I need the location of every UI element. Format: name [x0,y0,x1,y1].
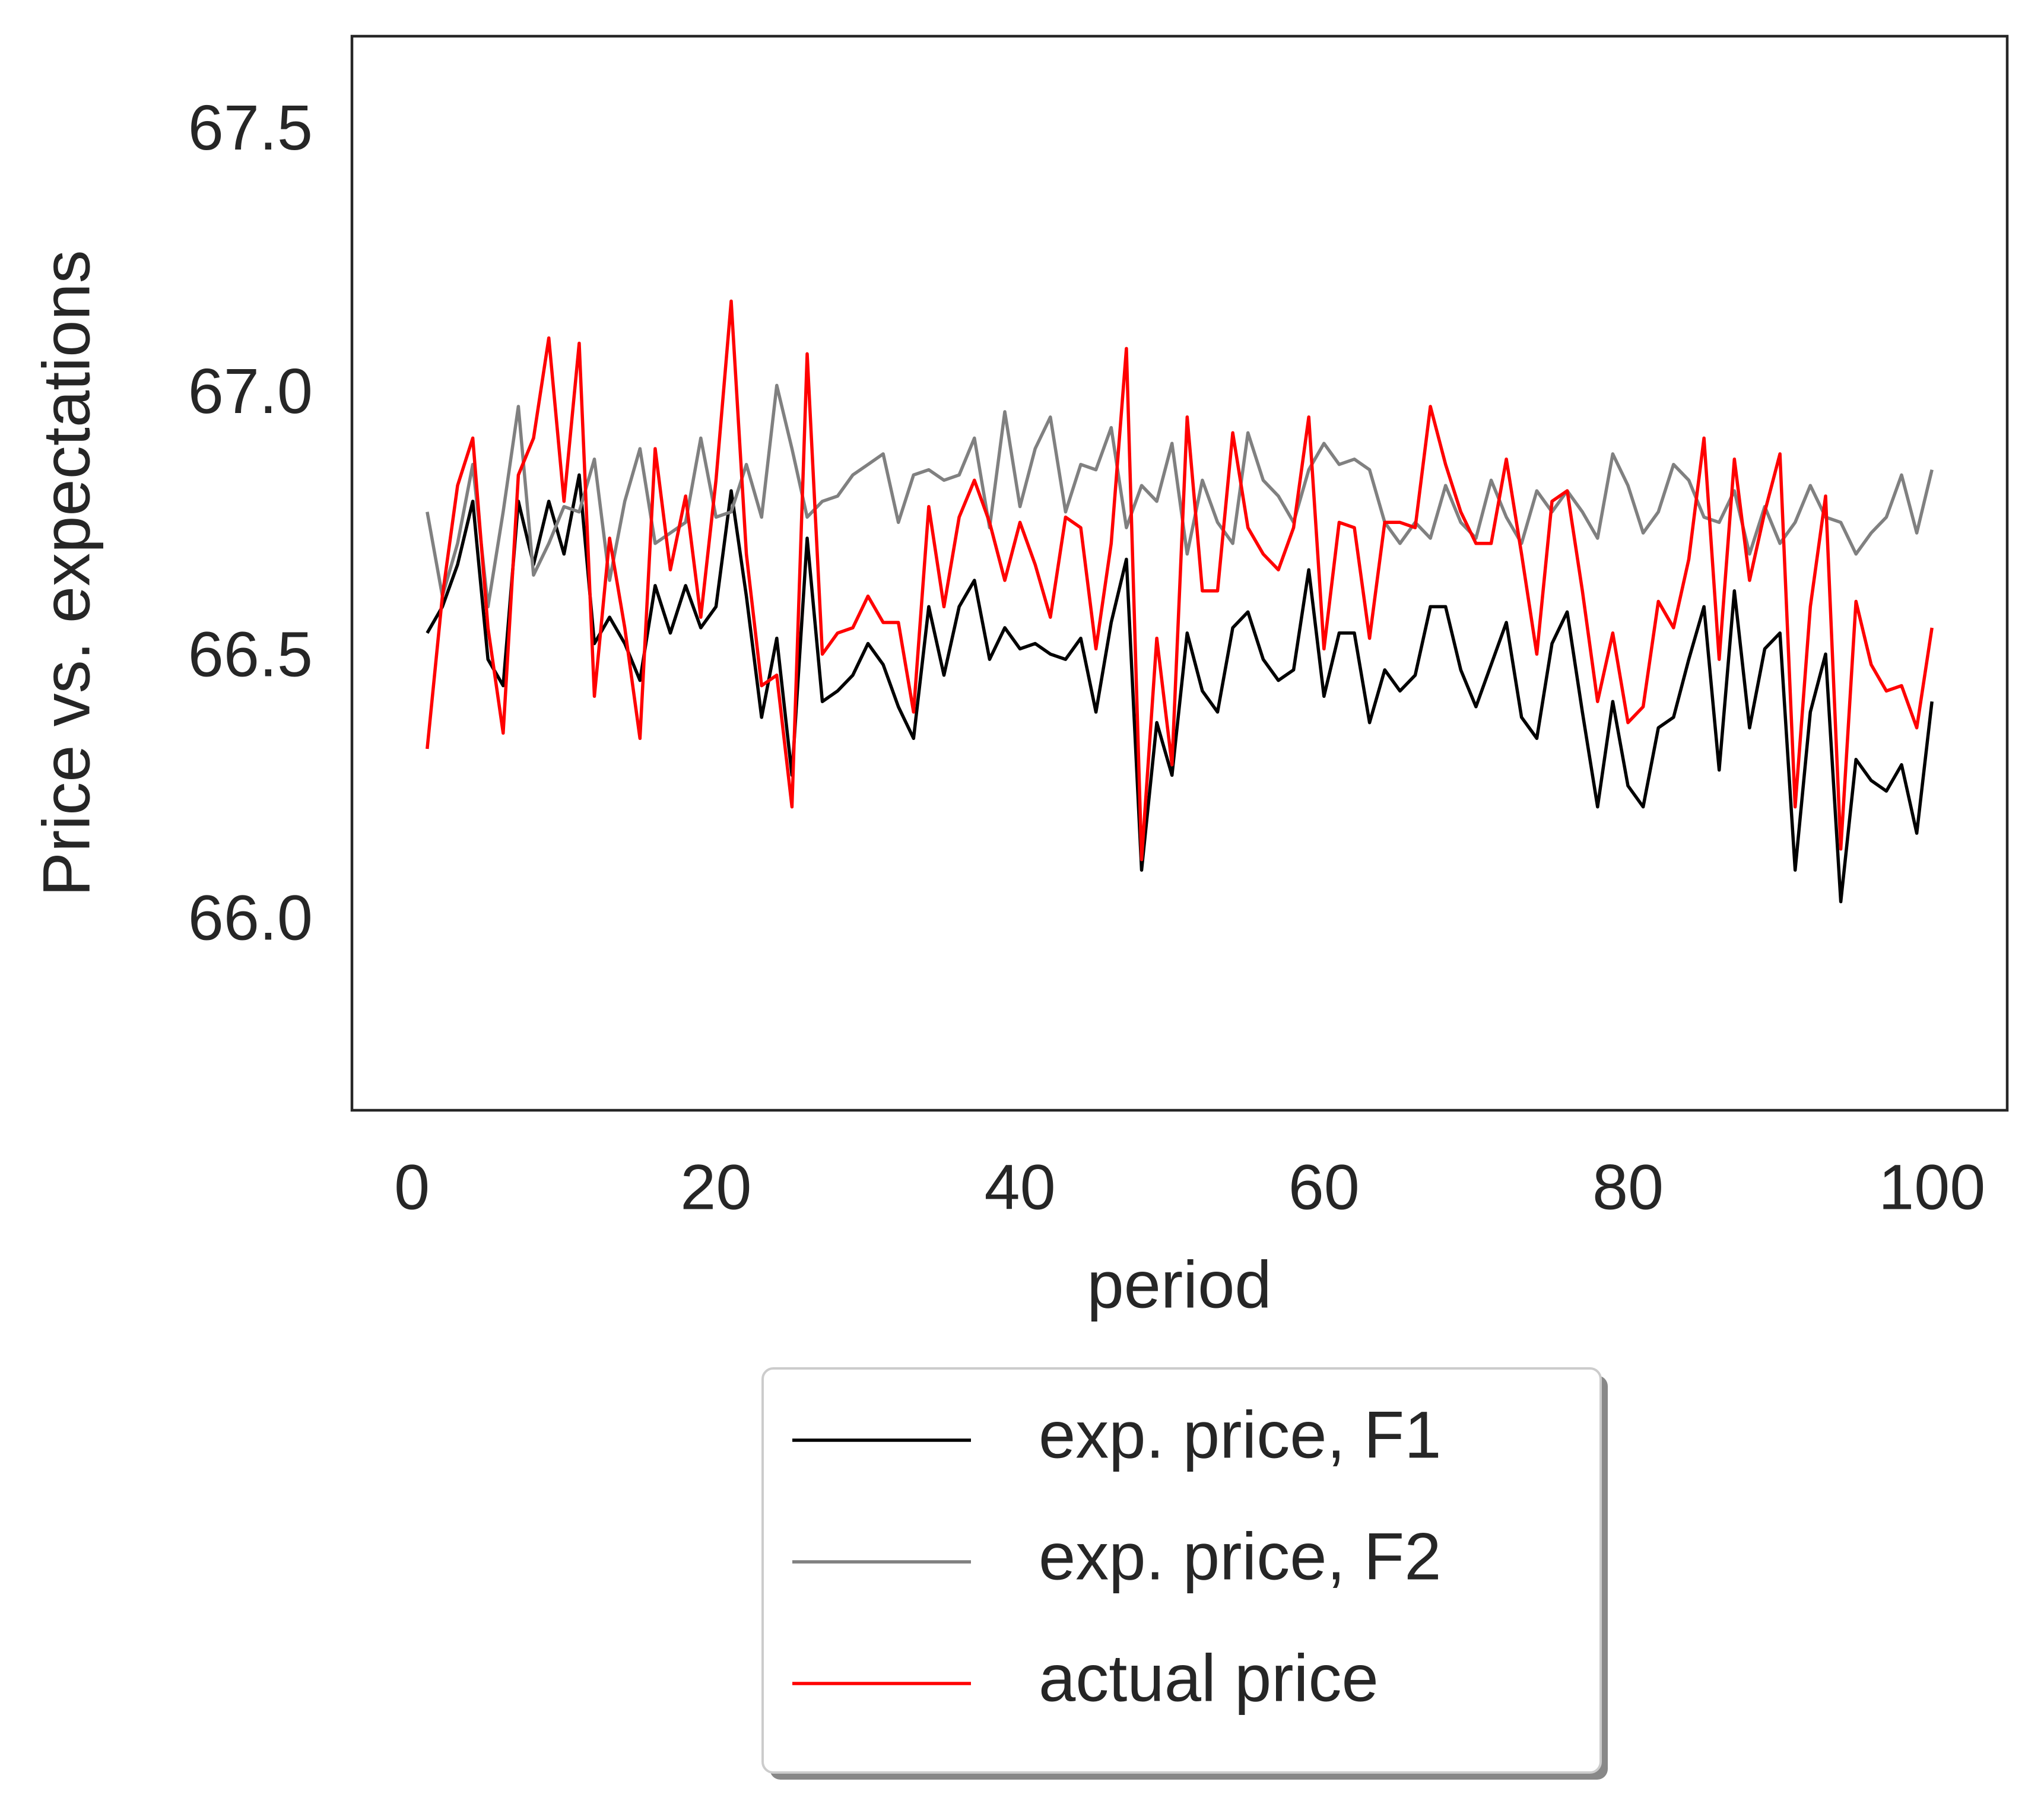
y-tick-label: 66.5 [188,618,313,690]
x-tick-label: 80 [1592,1151,1664,1223]
line-series [426,473,1934,904]
legend-label: exp. price, F2 [1039,1520,1442,1594]
x-tick-label: 100 [1878,1151,1985,1223]
x-tick-label: 60 [1288,1151,1360,1223]
legend-label: exp. price, F1 [1039,1398,1442,1472]
x-tick-label: 20 [680,1151,751,1223]
y-axis-label: Price vs. expectations [30,250,104,896]
y-tick-label: 67.5 [188,91,313,163]
y-tick-label: 67.0 [188,355,313,427]
x-tick-label: 0 [394,1151,430,1223]
line-series [426,299,1934,862]
x-axis-label: period [1087,1248,1271,1322]
y-tick-label: 66.0 [188,882,313,954]
legend-box [761,1367,1602,1774]
plot-frame [350,34,2009,1112]
x-tick-label: 40 [985,1151,1056,1223]
legend-label: actual price [1039,1641,1379,1716]
